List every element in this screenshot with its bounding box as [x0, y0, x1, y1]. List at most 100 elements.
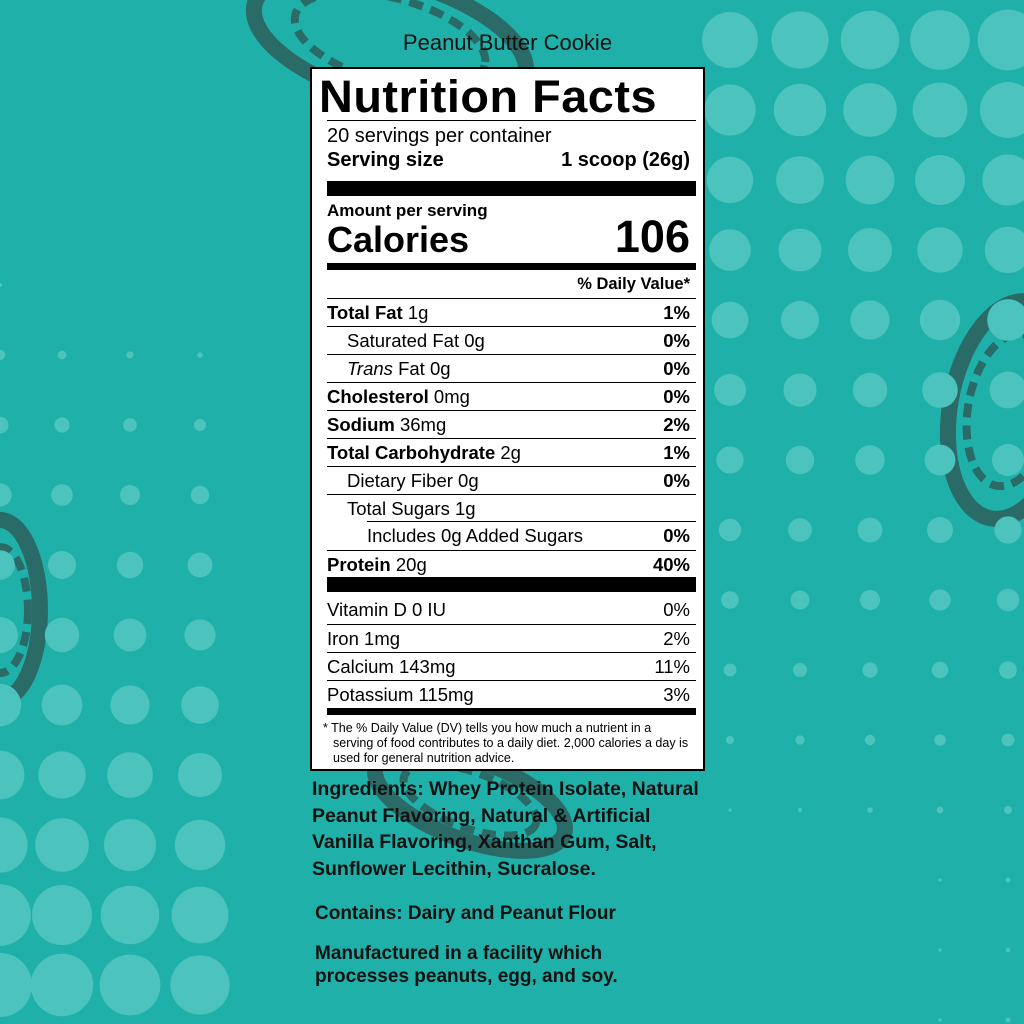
vitamin-label: Iron: [327, 628, 359, 649]
halftone-dot: [795, 735, 805, 745]
vitamin-daily-value: 2%: [663, 628, 690, 649]
halftone-dot: [864, 734, 876, 746]
nutrient-amount: 20g: [395, 554, 427, 575]
halftone-dot: [194, 419, 206, 431]
nutrient-daily-value: 0%: [663, 386, 690, 407]
halftone-dot: [721, 591, 739, 609]
halftone-dot: [867, 807, 873, 813]
halftone-dot: [922, 372, 958, 408]
halftone-dot: [113, 618, 147, 652]
vitamin-row: Vitamin D 0 IU 0%: [327, 596, 696, 624]
daily-value-header: % Daily Value*: [577, 275, 690, 293]
halftone-dot: [0, 416, 9, 434]
servings-per-container: 20 servings per container: [327, 125, 552, 147]
nutrient-row: Total Carbohydrate 2g 1%: [327, 438, 696, 467]
halftone-dot: [107, 752, 153, 798]
halftone-dot: [788, 518, 812, 542]
halftone-dot: [726, 736, 734, 744]
product-name: Peanut Butter Cookie: [402, 30, 613, 55]
daily-value-footnote: * The % Daily Value (DV) tells you how m…: [323, 721, 689, 765]
halftone-dot: [980, 82, 1024, 138]
halftone-dot: [0, 483, 12, 507]
vitamin-amount: 115mg: [418, 684, 474, 705]
nutrition-facts-label: Nutrition Facts 20 servings per containe…: [310, 67, 705, 771]
nutrient-amount: 0g: [458, 470, 479, 491]
halftone-dot: [938, 948, 942, 952]
halftone-dot: [709, 229, 751, 271]
halftone-dot: [1005, 1017, 1011, 1023]
halftone-dot: [857, 517, 883, 543]
halftone-dot: [912, 82, 968, 138]
nutrient-label: Total Carbohydrate: [327, 442, 496, 463]
halftone-dot: [850, 300, 890, 340]
halftone-dot: [919, 299, 961, 341]
halftone-dot: [0, 884, 31, 946]
nutrient-daily-value: 0%: [663, 330, 690, 351]
halftone-dot: [51, 484, 73, 506]
halftone-dot: [984, 226, 1024, 274]
halftone-dot: [862, 662, 878, 678]
medium-divider: [327, 263, 696, 270]
halftone-dot: [840, 10, 900, 70]
halftone-dot: [126, 351, 134, 359]
halftone-dot: [790, 590, 810, 610]
halftone-dot: [100, 885, 160, 945]
halftone-dot: [797, 807, 803, 813]
halftone-dot: [190, 485, 210, 505]
halftone-dot: [35, 818, 89, 872]
halftone-dot: [855, 445, 885, 475]
serving-size-label: Serving size: [327, 149, 444, 171]
halftone-dot: [931, 661, 949, 679]
calories-value: 106: [614, 211, 690, 262]
halftone-dot: [0, 683, 22, 727]
nutrient-label: Sodium: [327, 414, 395, 435]
halftone-dot: [704, 84, 756, 136]
halftone-dot: [860, 590, 880, 610]
vitamin-row: Potassium 115mg 3%: [327, 680, 696, 709]
nutrient-row: Total Sugars 1g: [327, 494, 696, 523]
halftone-dot: [927, 517, 953, 543]
nutrient-daily-value: 0%: [663, 470, 690, 491]
nutrient-label-suffix: Fat: [398, 358, 425, 379]
nutrient-daily-value: 40%: [652, 554, 690, 575]
vitamin-daily-value: 3%: [663, 684, 690, 705]
vitamin-name: Iron 1mg: [327, 628, 400, 650]
halftone-dot: [0, 817, 28, 873]
peanut-illustration: [0, 512, 48, 708]
halftone-dot: [184, 619, 216, 651]
nutrient-label: Trans: [347, 358, 393, 379]
nutrient-amount: 0g: [429, 358, 451, 379]
nutrient-amount: 0mg: [433, 386, 470, 407]
nutrient-amount: 0g: [464, 330, 485, 351]
vitamin-amount: 143mg: [398, 656, 456, 677]
halftone-dot: [934, 734, 946, 746]
halftone-dot: [1001, 733, 1015, 747]
nutrient-row: Sodium 36mg 2%: [327, 410, 696, 439]
halftone-dot: [852, 372, 888, 408]
halftone-dot: [170, 955, 230, 1015]
vitamin-row: Calcium 143mg 11%: [327, 652, 696, 681]
vitamin-amount: 0 IU: [412, 599, 446, 620]
halftone-dot: [32, 885, 92, 945]
halftone-dot: [783, 373, 817, 407]
halftone-dot: [187, 552, 213, 578]
halftone-dot: [938, 1018, 942, 1022]
nutrient-name: Sodium 36mg: [327, 414, 446, 436]
nutrient-row: Dietary Fiber 0g 0%: [327, 466, 696, 495]
halftone-dot: [771, 11, 829, 69]
halftone-dot: [785, 445, 815, 475]
serving-size-value: 1 scoop (26g): [561, 149, 690, 171]
nutrient-label: Includes 0g Added Sugars: [367, 525, 583, 546]
medium-divider: [327, 708, 696, 715]
nutrient-amount: 1g: [407, 302, 429, 323]
halftone-dot: [929, 589, 951, 611]
halftone-dot: [54, 417, 70, 433]
ingredients: Ingredients: Whey Protein Isolate, Natur…: [312, 778, 699, 880]
halftone-dot: [711, 301, 749, 339]
nutrient-label: Saturated Fat: [347, 330, 460, 351]
halftone-dot: [1004, 806, 1012, 814]
allergen-contains: Contains: Dairy and Peanut Flour: [315, 903, 616, 924]
vitamin-name: Calcium 143mg: [327, 656, 456, 678]
vitamin-name: Vitamin D 0 IU: [327, 599, 446, 621]
halftone-dot: [936, 806, 944, 814]
